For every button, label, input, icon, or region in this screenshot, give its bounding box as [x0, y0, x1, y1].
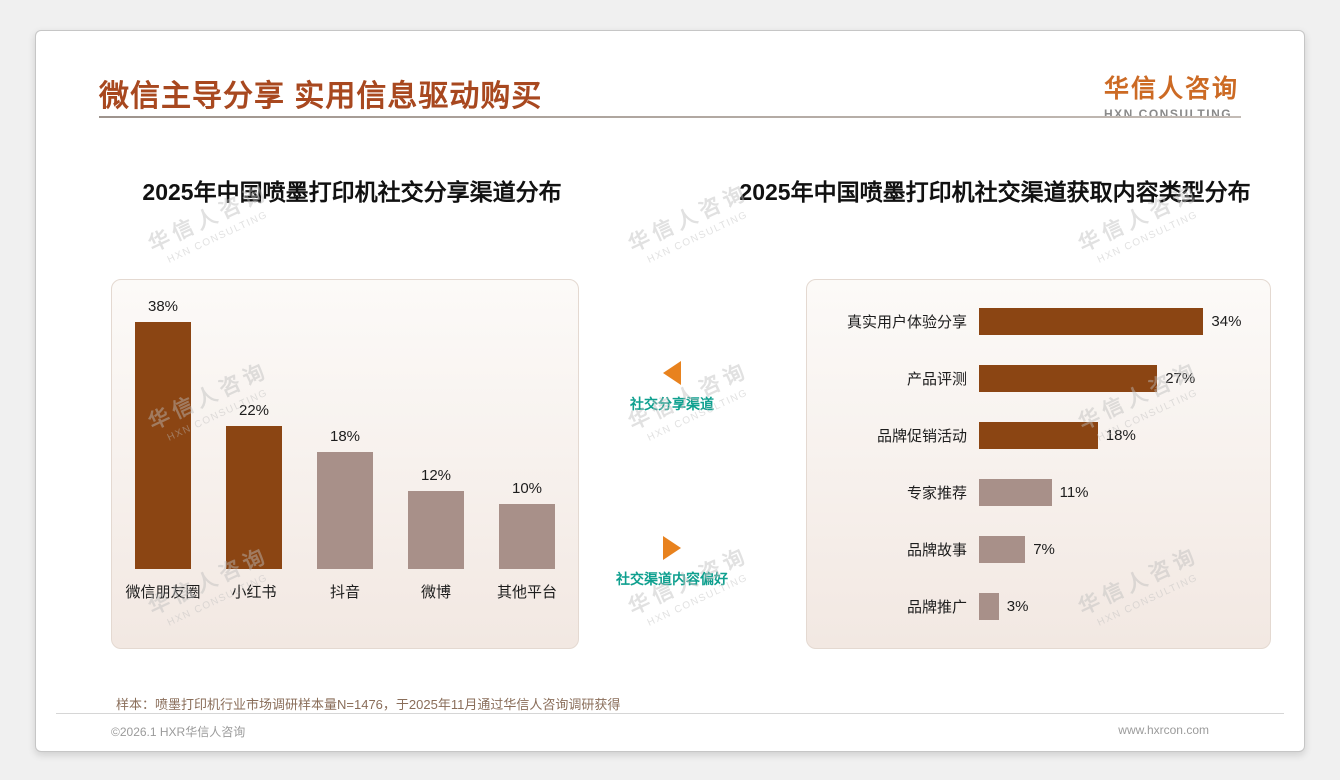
bar-category-label: 小红书	[231, 584, 277, 601]
bar-value-label: 22%	[238, 402, 270, 419]
left-chart-title: 2025年中国喷墨打印机社交分享渠道分布	[142, 179, 562, 205]
sample-note: 样本：喷墨打印机行业市场调研样本量N=1476，于2025年11月通过华信人咨询…	[116, 697, 621, 712]
watermark-line2: HXN CONSULTING	[645, 209, 750, 266]
bar	[979, 536, 1026, 563]
bar-value-label: 27%	[1165, 370, 1196, 387]
bar	[979, 479, 1052, 506]
brand-logo-name: 华信人咨询	[1103, 75, 1239, 103]
bar	[499, 504, 555, 569]
bar	[408, 491, 464, 569]
brand-logo-subtitle: HXN CONSULTING	[1103, 107, 1233, 121]
copyright-text: ©2026.1 HXR华信人咨询	[111, 725, 246, 739]
bar-row: 品牌故事 7%	[807, 521, 1270, 578]
bar	[979, 308, 1204, 335]
bar-category-label: 微信朋友圈	[125, 584, 201, 601]
bar	[135, 322, 191, 569]
bar-group: 12% 微博	[396, 467, 476, 602]
bar-category-label: 微博	[420, 584, 451, 601]
right-chart-title: 2025年中国喷墨打印机社交渠道获取内容类型分布	[739, 179, 1251, 205]
bar-category-label: 专家推荐	[906, 485, 967, 502]
share-channel-annotation: 社交分享渠道	[592, 361, 752, 414]
bar-value-label: 7%	[1033, 541, 1055, 558]
bar	[979, 365, 1158, 392]
bar-category-label: 其他平台	[496, 584, 557, 601]
bar-row: 品牌促销活动 18%	[807, 407, 1270, 464]
bar-row: 专家推荐 11%	[807, 464, 1270, 521]
bar-row: 产品评测 27%	[807, 350, 1270, 407]
title-divider	[99, 116, 1241, 118]
bar-value-label: 3%	[1006, 598, 1029, 615]
bar	[979, 593, 999, 620]
bar-value-label: 11%	[1059, 484, 1089, 501]
share-channel-bar-chart: 38% 微信朋友圈 22% 小红书 18% 抖音 12% 微博 10% 其他平台	[111, 279, 579, 649]
bar-category-label: 品牌促销活动	[876, 428, 967, 445]
footer-divider	[56, 713, 1284, 714]
brand-logo: 华信人咨询 HXN CONSULTING	[1104, 69, 1239, 121]
website-link[interactable]: www.hxrcon.com	[1118, 723, 1209, 737]
bar-group: 22% 小红书	[214, 402, 294, 602]
bar-group: 38% 微信朋友圈	[123, 298, 203, 602]
content-type-bar-chart: 真实用户体验分享 34% 产品评测 27% 品牌促销活动 18% 专家推荐 11% 品牌故事 7%…	[806, 279, 1271, 649]
page-title: 微信主导分享 实用信息驱动购买	[99, 80, 543, 113]
bar-value-label: 34%	[1211, 313, 1242, 330]
bar-row: 真实用户体验分享 34%	[807, 293, 1270, 350]
watermark-line2: HXN CONSULTING	[1095, 209, 1200, 266]
bar-value-label: 38%	[147, 298, 179, 315]
left-arrow-icon	[663, 361, 681, 385]
bar-group: 18% 抖音	[305, 428, 385, 602]
content-preference-annotation-label: 社交渠道内容偏好	[616, 571, 728, 587]
bar-category-label: 真实用户体验分享	[846, 314, 967, 331]
watermark-line2: HXN CONSULTING	[165, 209, 270, 266]
share-channel-annotation-label: 社交分享渠道	[630, 396, 714, 412]
bar-category-label: 产品评测	[906, 371, 967, 388]
bar-category-label: 品牌故事	[906, 542, 967, 559]
bar	[317, 452, 373, 569]
bar	[226, 426, 282, 569]
bar	[979, 422, 1098, 449]
right-arrow-icon	[663, 536, 681, 560]
bar-value-label: 18%	[329, 428, 361, 445]
content-preference-annotation: 社交渠道内容偏好	[592, 536, 752, 589]
bar-category-label: 品牌推广	[906, 599, 967, 616]
bar-value-label: 18%	[1105, 427, 1136, 444]
bar-row: 品牌推广 3%	[807, 578, 1270, 635]
bar-value-label: 10%	[511, 480, 543, 497]
bar-group: 10% 其他平台	[487, 480, 567, 602]
bar-category-label: 抖音	[329, 584, 360, 601]
slide-card: 华信人咨询 HXN CONSULTING 华信人咨询 HXN CONSULTING 华信…	[35, 30, 1305, 752]
bar-value-label: 12%	[420, 467, 452, 484]
